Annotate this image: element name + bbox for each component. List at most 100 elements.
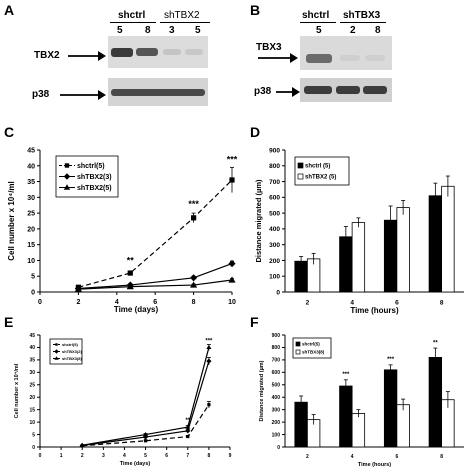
significance-mark: *** <box>227 155 238 165</box>
data-point <box>190 281 198 288</box>
significance-mark: *** <box>188 199 199 209</box>
legend-marker <box>54 356 59 360</box>
bar-1 <box>339 385 353 448</box>
blot-b-loading-band-1 <box>304 86 332 94</box>
y-tick-label: 15 <box>29 407 35 413</box>
y-axis-label: Distance migrated (µm) <box>254 179 263 263</box>
blot-b-loading-band-3 <box>363 86 387 94</box>
legend-swatch <box>297 173 304 180</box>
blot-a-lane-4: 5 <box>195 25 201 36</box>
blot-a-loading-band <box>111 89 205 96</box>
blot-a-group1-line <box>110 22 156 23</box>
x-tick-label: 6 <box>395 300 399 307</box>
y-tick-label: 100 <box>272 432 281 438</box>
y-axis-label: Distance migrated (µm) <box>259 360 265 421</box>
y-tick-label: 600 <box>272 370 281 376</box>
data-point <box>228 260 236 268</box>
legend-label: shTBX3(2) <box>62 349 82 354</box>
legend-marker <box>54 349 59 354</box>
blot-b-lane-1: 5 <box>316 25 322 36</box>
data-point <box>228 276 236 283</box>
x-tick-label: 6 <box>395 454 398 460</box>
blot-b-group2: shTBX3 <box>343 10 381 21</box>
data-point <box>185 428 191 434</box>
y-tick-label: 200 <box>269 258 280 265</box>
legend-box <box>294 156 350 186</box>
blot-a-protein-label: TBX2 <box>34 50 60 61</box>
blot-a-band-2 <box>136 48 158 56</box>
x-tick-label: 8 <box>192 299 196 306</box>
y-tick-label: 45 <box>29 333 35 339</box>
blot-b-band-2 <box>340 55 360 61</box>
y-tick-label: 5 <box>32 432 35 438</box>
y-tick-label: 400 <box>269 226 280 233</box>
legend-marker <box>63 184 71 190</box>
x-axis-label: Time (hours) <box>350 306 399 315</box>
legend-label: shTBX3(8) <box>302 350 325 355</box>
data-point <box>190 274 198 282</box>
x-tick-label: 1 <box>60 453 63 459</box>
legend-swatch <box>297 162 304 169</box>
blot-a-protein-membrane <box>108 36 208 68</box>
y-tick-label: 900 <box>272 333 281 339</box>
y-tick-label: 5 <box>31 274 35 281</box>
blot-b-loading-membrane <box>300 78 392 102</box>
blot-b-protein-arrow <box>258 53 298 63</box>
y-tick-label: 35 <box>29 358 35 364</box>
blot-a-protein-arrow <box>68 51 106 61</box>
y-axis-label: Cell number x 10⁴/ml <box>7 181 16 261</box>
x-tick-label: 2 <box>81 453 84 459</box>
legend-label: shTBX2(5) <box>77 185 112 192</box>
panel-letter-e: E <box>4 314 14 330</box>
blot-b-loading-label: p38 <box>254 86 272 97</box>
x-tick-label: 2 <box>76 299 80 306</box>
data-point <box>185 424 191 429</box>
x-tick-label: 7 <box>186 453 189 459</box>
y-tick-label: 0 <box>32 445 35 451</box>
blot-b-group1: shctrl <box>302 10 330 21</box>
y-tick-label: 25 <box>27 211 35 218</box>
legend-marker <box>64 163 70 168</box>
blot-a-lane-2: 8 <box>145 25 151 36</box>
y-tick-label: 700 <box>272 358 281 364</box>
data-point <box>191 215 197 221</box>
blot-b-group1-line <box>300 22 336 23</box>
legend-label: shTBX3(8) <box>62 356 82 361</box>
y-tick-label: 15 <box>27 242 35 249</box>
legend-marker <box>63 173 71 180</box>
x-tick-label: 8 <box>207 453 210 459</box>
bar-1 <box>294 401 308 448</box>
y-tick-label: 30 <box>27 195 35 202</box>
significance-mark: ** <box>433 340 438 346</box>
x-tick-label: 4 <box>123 453 126 459</box>
y-tick-label: 800 <box>269 163 280 170</box>
y-tick-label: 0 <box>277 445 280 451</box>
data-point <box>126 283 134 290</box>
blot-a-group1: shctrl <box>118 10 146 21</box>
y-tick-label: 100 <box>269 274 280 281</box>
x-axis-label: Time (days) <box>114 305 159 314</box>
data-point <box>229 177 235 183</box>
blot-a-band-1 <box>111 48 133 57</box>
y-tick-label: 600 <box>269 195 280 202</box>
series-line-3 <box>82 347 210 446</box>
legend-label: shTBX2 (5) <box>305 175 336 181</box>
x-tick-label: 3 <box>102 453 105 459</box>
bar-1 <box>428 356 443 448</box>
significance-mark: ** <box>127 256 135 266</box>
blot-a-lane-3: 3 <box>169 25 175 36</box>
panel-letter-c: C <box>4 124 15 140</box>
x-tick-label: 6 <box>165 453 168 459</box>
blot-b-protein-membrane <box>300 36 392 70</box>
panel-letter-d: D <box>250 124 261 140</box>
significance-mark: *** <box>387 357 395 363</box>
blot-b-loading-band-2 <box>336 86 360 94</box>
panel-letter-f: F <box>250 314 259 330</box>
x-axis-label: Time (days) <box>120 461 151 467</box>
legend-swatch <box>295 341 301 347</box>
y-tick-label: 10 <box>27 258 35 265</box>
legend-label: shctrl(5) <box>62 342 78 347</box>
